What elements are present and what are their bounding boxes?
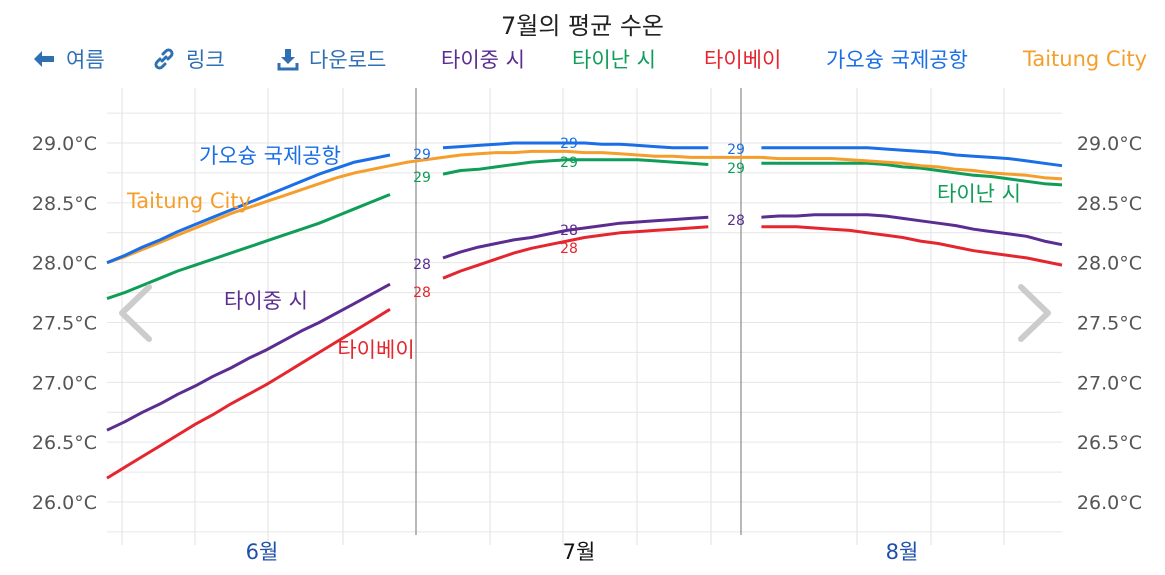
y-tick-label-right: 27.0°C bbox=[1077, 372, 1142, 394]
y-tick-label-left: 27.0°C bbox=[32, 372, 97, 394]
series-line-0[interactable] bbox=[761, 213, 1063, 247]
data-label: 29 bbox=[560, 155, 578, 171]
legend-item-taipei[interactable]: 타이베이 bbox=[704, 48, 782, 72]
y-tick-label-left: 26.0°C bbox=[32, 492, 97, 514]
y-tick-label-right: 27.5°C bbox=[1077, 313, 1142, 335]
series-name-label: 가오슝 국제공항 bbox=[199, 144, 341, 168]
series-line-3[interactable] bbox=[761, 146, 1063, 168]
legend-item-kaohsiung-airport[interactable]: 가오슝 국제공항 bbox=[826, 48, 968, 72]
chart-title: 7월의 평균 수온 bbox=[500, 12, 664, 40]
series-line-1[interactable] bbox=[442, 158, 709, 176]
chart-toolbar: 여름 링크 다운로드 타이중 시 타이난 시 타이베이 가오슝 국제공항 Tai… bbox=[0, 44, 1165, 74]
summer-button[interactable]: 여름 bbox=[32, 44, 105, 74]
data-label: 29 bbox=[727, 142, 745, 158]
x-tick-label: 6월 bbox=[246, 540, 279, 564]
download-button[interactable]: 다운로드 bbox=[277, 44, 386, 74]
y-tick-label-right: 28.5°C bbox=[1077, 193, 1142, 215]
chevron-right-icon[interactable] bbox=[1018, 284, 1051, 342]
data-label: 29 bbox=[413, 170, 431, 186]
y-tick-label-right: 28.0°C bbox=[1077, 253, 1142, 275]
legend-item-taichung[interactable]: 타이중 시 bbox=[441, 48, 525, 72]
data-label: 28 bbox=[413, 257, 431, 273]
y-tick-label-left: 28.0°C bbox=[32, 253, 97, 275]
data-label: 28 bbox=[727, 213, 745, 229]
data-label: 28 bbox=[413, 285, 431, 301]
y-tick-label-left: 27.5°C bbox=[32, 313, 97, 335]
x-tick-label: 8월 bbox=[886, 540, 919, 564]
y-tick-label-left: 28.5°C bbox=[32, 193, 97, 215]
y-tick-label-right: 29.0°C bbox=[1077, 133, 1142, 155]
data-label: 29 bbox=[727, 161, 745, 177]
download-label: 다운로드 bbox=[309, 48, 387, 72]
series-line-2[interactable] bbox=[442, 225, 709, 280]
data-label: 29 bbox=[413, 147, 431, 163]
series-name-label: 타이난 시 bbox=[937, 182, 1021, 206]
chevron-left-icon[interactable] bbox=[119, 284, 152, 342]
series-line-3[interactable] bbox=[442, 141, 709, 150]
series-name-label: Taitung City bbox=[126, 189, 251, 213]
series-line-0[interactable] bbox=[442, 215, 709, 260]
link-button[interactable]: 링크 bbox=[152, 44, 225, 74]
arrow-left-icon bbox=[34, 51, 54, 67]
series-name-label: 타이베이 bbox=[337, 338, 414, 362]
series-line-1[interactable] bbox=[106, 193, 391, 301]
legend-item-taitung-city[interactable]: Taitung City bbox=[1023, 47, 1148, 71]
series-name-label: 타이중 시 bbox=[224, 289, 308, 313]
y-tick-label-right: 26.5°C bbox=[1077, 432, 1142, 454]
series-line-4[interactable] bbox=[106, 149, 1063, 265]
data-label: 28 bbox=[560, 223, 578, 239]
series-line-3[interactable] bbox=[106, 153, 391, 265]
series-line-2[interactable] bbox=[106, 308, 391, 480]
legend-item-tainan[interactable]: 타이난 시 bbox=[572, 48, 656, 72]
summer-label: 여름 bbox=[66, 48, 105, 72]
y-tick-label-left: 29.0°C bbox=[32, 133, 97, 155]
download-icon bbox=[277, 49, 299, 71]
link-icon bbox=[154, 48, 174, 70]
y-tick-label-left: 26.5°C bbox=[32, 432, 97, 454]
y-tick-label-right: 26.0°C bbox=[1077, 492, 1142, 514]
series-line-2[interactable] bbox=[761, 225, 1063, 267]
series-line-1[interactable] bbox=[761, 161, 1063, 187]
data-label: 28 bbox=[560, 241, 578, 257]
x-tick-label: 7월 bbox=[563, 540, 596, 564]
link-label: 링크 bbox=[186, 48, 225, 72]
data-label: 29 bbox=[560, 136, 578, 152]
series-line-0[interactable] bbox=[106, 282, 391, 432]
